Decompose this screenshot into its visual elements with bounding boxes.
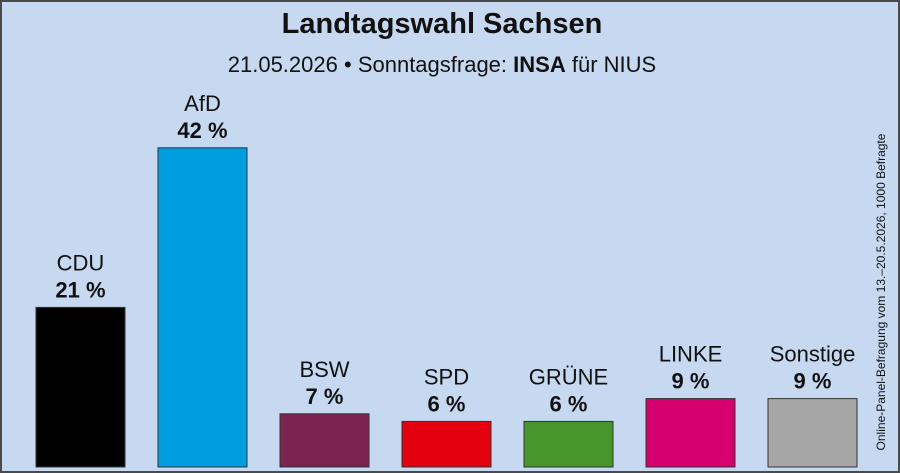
category-label-bsw: BSW xyxy=(299,357,349,382)
category-label-gruene: GRÜNE xyxy=(529,364,608,389)
category-label-linke: LINKE xyxy=(659,342,723,367)
value-label-bsw: 7 % xyxy=(306,384,344,409)
category-label-cdu: CDU xyxy=(57,250,105,275)
institute-name: INSA xyxy=(513,52,566,77)
poll-date: 21.05.2026 xyxy=(227,52,338,77)
value-label-afd: 42 % xyxy=(177,118,227,143)
bar-gruene xyxy=(523,420,614,468)
bar-cdu xyxy=(35,306,126,468)
value-label-linke: 9 % xyxy=(672,369,710,394)
source-note-text: Online-Panel-Befragung vom 13.–20.5.2026… xyxy=(874,133,888,451)
value-label-sonstige: 9 % xyxy=(794,369,832,394)
chart-title: Landtagswahl Sachsen xyxy=(281,8,603,40)
value-label-gruene: 6 % xyxy=(550,391,588,416)
chart-subtitle: 21.05.2026 • Sonntagsfrage: INSA für NIU… xyxy=(2,52,882,78)
bar-bsw xyxy=(279,413,370,468)
category-label-spd: SPD xyxy=(424,364,469,389)
client-prefix: für xyxy=(571,52,598,77)
bar-linke xyxy=(645,398,736,468)
category-label-afd: AfD xyxy=(184,91,221,116)
bar-sonstige xyxy=(767,398,858,468)
survey-label: Sonntagsfrage: xyxy=(357,52,508,77)
bar-spd xyxy=(401,420,492,468)
category-label-sonstige: Sonstige xyxy=(770,342,856,367)
subtitle-separator: • xyxy=(343,52,352,77)
bar-afd xyxy=(157,147,248,468)
client-name: NIUS xyxy=(603,52,657,77)
value-label-cdu: 21 % xyxy=(55,277,105,302)
value-label-spd: 6 % xyxy=(428,391,466,416)
